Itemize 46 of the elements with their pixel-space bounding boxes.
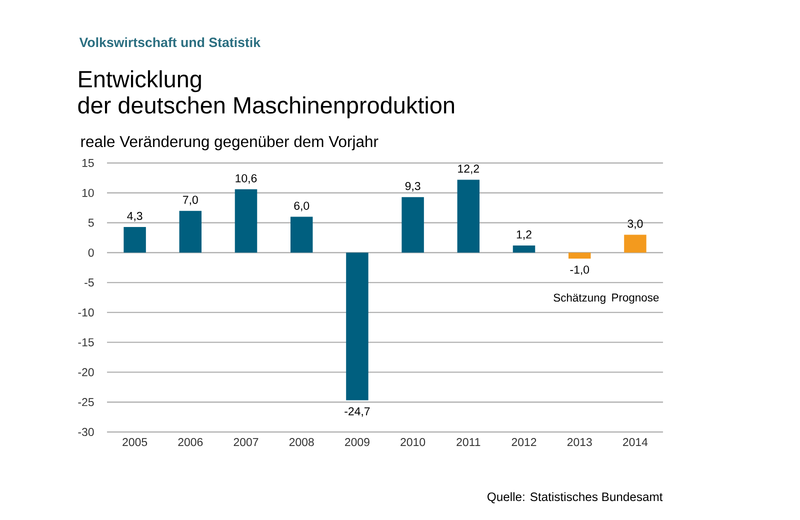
- x-tick-label: 2013: [567, 438, 592, 446]
- data-label: 1,2: [516, 230, 532, 240]
- y-axis-title: reale Veränderung gegenüber dem Vorjahr: [81, 136, 378, 150]
- x-tick-label: 2006: [178, 438, 203, 446]
- bar: [568, 252, 591, 259]
- source-note: Quelle: Statistisches Bundesamt: [488, 492, 663, 504]
- y-tick-label: -20: [78, 368, 94, 376]
- x-tick-label: 2011: [456, 438, 480, 446]
- y-tick-label: -25: [78, 398, 94, 406]
- y-tick-label: 0: [88, 248, 94, 257]
- data-label: 9,3: [405, 182, 420, 192]
- data-label: -24,7: [344, 407, 370, 417]
- bar: [124, 226, 146, 253]
- data-label: 12,2: [458, 164, 479, 174]
- data-label: -1,0: [570, 266, 590, 276]
- y-tick-label: -5: [84, 278, 94, 287]
- bar: [234, 189, 258, 253]
- y-tick-label: 5: [88, 218, 94, 227]
- data-label: 6,0: [294, 202, 310, 212]
- y-tick-label: -30: [78, 428, 94, 436]
- bar: [402, 197, 424, 253]
- x-tick-label: 2007: [234, 438, 258, 446]
- bar: [179, 210, 202, 253]
- x-tick-label: 2005: [122, 438, 148, 446]
- chart-title: Entwicklung der deutschen Maschinenproduktion: [78, 70, 454, 118]
- bar: [624, 234, 646, 253]
- x-tick-label: 2008: [289, 438, 314, 446]
- annotation: Prognose: [612, 294, 659, 304]
- bar: [346, 252, 368, 400]
- x-tick-label: 2012: [512, 438, 536, 446]
- bar: [457, 180, 480, 253]
- x-tick-label: 2014: [623, 438, 648, 446]
- annotation: Schätzung: [554, 293, 606, 304]
- data-label: 3,0: [628, 220, 643, 230]
- y-tick-label: 15: [82, 159, 94, 167]
- bar: [290, 216, 313, 253]
- data-label: 4,3: [127, 212, 142, 222]
- y-tick-label: -10: [78, 308, 94, 316]
- x-tick-label: 2010: [400, 438, 426, 446]
- data-label: 10,6: [236, 174, 257, 184]
- chart-subtitle: Volkswirtschaft und Statistik: [79, 37, 261, 48]
- y-tick-label: 10: [82, 188, 94, 197]
- bar: [512, 245, 536, 253]
- x-tick-label: 2009: [345, 438, 370, 446]
- data-label: 7,0: [183, 196, 198, 206]
- y-tick-label: -15: [78, 338, 94, 346]
